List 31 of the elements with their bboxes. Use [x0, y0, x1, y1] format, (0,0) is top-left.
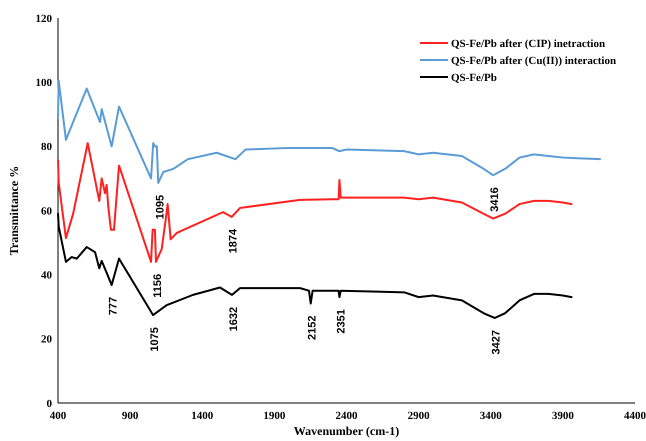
legend-label: QS-Fe/Pb after (CIP) inetraction: [451, 38, 606, 50]
y-tick-label: 100: [36, 77, 52, 90]
annotation: 1874: [228, 228, 240, 254]
x-tick-label: 2900: [408, 410, 430, 422]
x-tick-label: 3900: [552, 410, 574, 422]
x-tick-label: 2400: [336, 410, 358, 422]
x-tick-label: 1400: [191, 410, 214, 422]
y-axis-title: Transmittance %: [7, 166, 21, 256]
y-tick-label: 80: [41, 141, 52, 154]
annotation: 1632: [228, 306, 240, 332]
annotation: 3427: [490, 330, 503, 354]
x-tick-label: 4400: [624, 410, 646, 422]
annotation: 1156: [152, 274, 164, 298]
x-axis-title: Wavenumber (cm-1): [294, 424, 400, 438]
x-tick-label: 3400: [480, 410, 502, 422]
legend-label: QS-Fe/Pb after (Cu(II)) interaction: [451, 54, 616, 67]
annotation: 777: [108, 296, 120, 316]
y-tick-label: 120: [36, 12, 52, 25]
annotation: 2152: [306, 316, 319, 340]
x-tick-label: 900: [122, 410, 139, 422]
annotation: 1095: [154, 194, 166, 220]
annotation: 2351: [335, 309, 348, 334]
x-tick-label: 1900: [263, 410, 286, 422]
y-tick-label: 0: [46, 398, 52, 410]
x-tick-label: 400: [50, 410, 67, 422]
y-tick-label: 60: [41, 205, 52, 218]
y-tick-label: 20: [41, 334, 52, 346]
annotation: 1075: [149, 327, 162, 352]
y-tick-label: 40: [41, 270, 52, 282]
legend-label: QS-Fe/Pb: [451, 72, 497, 84]
annotation: 3416: [489, 187, 502, 212]
